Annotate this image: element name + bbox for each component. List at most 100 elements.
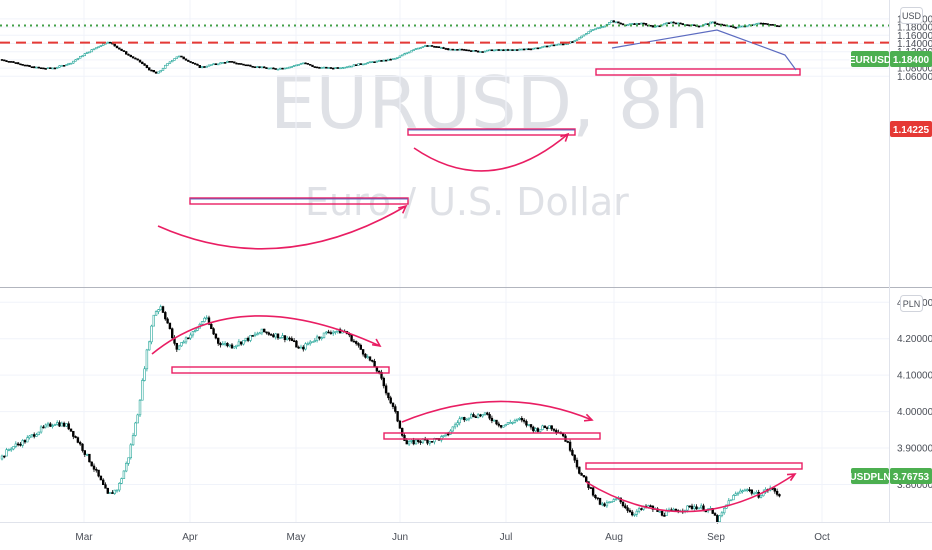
usdpln-candle	[240, 341, 243, 346]
candle-body	[49, 67, 52, 69]
usdpln-candle	[497, 421, 500, 428]
usdpln-candle	[182, 340, 185, 344]
candle-body	[171, 328, 174, 339]
eurusd-candle	[325, 66, 328, 69]
candle-body	[674, 508, 678, 511]
usdpln-candle	[212, 327, 215, 336]
candle-body	[442, 47, 445, 49]
candle-body	[437, 46, 441, 49]
candle-body	[260, 66, 264, 69]
candle-body	[311, 341, 314, 343]
candle-body	[575, 38, 579, 41]
eurusd-candle	[35, 66, 38, 69]
usdpln-candle	[279, 337, 282, 339]
candle-body	[440, 47, 443, 49]
price-tick-bottom-2: 4.10000	[897, 371, 932, 382]
usdpln-candle	[474, 415, 477, 418]
candle-body	[83, 450, 87, 455]
annotations	[151, 29, 803, 513]
candle-body	[108, 41, 112, 44]
eurusd-candle	[486, 49, 489, 52]
candle-body	[598, 497, 602, 505]
usdpln-candle	[228, 344, 231, 348]
eurusd-candle	[449, 48, 452, 51]
eurusd-candle	[292, 65, 296, 67]
candle-body	[506, 422, 510, 425]
usdpln-candle	[419, 439, 422, 445]
candle-body	[525, 48, 528, 51]
eurusd-candle	[727, 25, 731, 28]
eurusd-candle	[357, 63, 360, 66]
eurusd-candle	[366, 62, 369, 65]
candle-body	[99, 45, 103, 47]
usdpln-candle	[127, 457, 130, 466]
eurusd-candle	[223, 62, 227, 64]
time-axis[interactable]: Mar Apr May Jun Jul Aug Sep Oct	[75, 532, 830, 543]
eurusd-candle	[23, 64, 27, 67]
eurusd-candle	[511, 49, 514, 51]
eurusd-candle	[157, 71, 160, 74]
candle-body	[486, 412, 489, 415]
eurusd-candle	[686, 24, 689, 26]
candle-body	[534, 47, 537, 50]
candle-body	[318, 67, 321, 69]
eurusd-candle	[106, 41, 110, 44]
usdpln-candle	[442, 435, 445, 438]
eurusd-candle	[76, 57, 80, 61]
usdpln-candle	[265, 331, 268, 335]
candle-body	[414, 48, 418, 50]
candle-body	[260, 328, 264, 334]
eurusd-candle	[260, 66, 264, 69]
candle-body	[221, 343, 224, 346]
candle-body	[28, 435, 31, 439]
candle-body	[492, 49, 496, 52]
candle-body	[527, 48, 530, 51]
eurusd-candle	[359, 63, 362, 65]
candle-body	[129, 444, 132, 459]
candle-body	[741, 490, 744, 493]
eurusd-candle	[672, 21, 675, 24]
usdpln-candle	[352, 338, 356, 343]
candle-body	[85, 51, 89, 54]
candle-body	[74, 59, 77, 62]
eurusd-candle	[410, 50, 413, 53]
eurusd-candle	[226, 60, 229, 63]
candle-body	[125, 463, 128, 472]
candle-body	[256, 333, 259, 336]
usdpln-candle	[306, 341, 310, 346]
candle-body	[642, 22, 645, 25]
candle-body	[525, 421, 528, 426]
candle-body	[97, 469, 100, 477]
candle-body	[148, 67, 151, 71]
candle-body	[350, 65, 353, 68]
candle-body	[665, 22, 668, 25]
usdpln-candle	[269, 333, 273, 336]
eurusd-candle	[285, 67, 289, 70]
candle-body	[559, 43, 563, 46]
candle-body	[269, 67, 273, 70]
candle-body	[210, 323, 213, 330]
eurusd-candle	[612, 20, 616, 23]
usdpln-candle	[614, 498, 618, 501]
eurusd-candle	[642, 22, 645, 25]
currency-badge-usd[interactable]: USD	[900, 7, 923, 24]
candle-body	[764, 23, 767, 25]
candle-body	[716, 23, 719, 25]
candle-body	[187, 337, 190, 340]
time-tick-jun: Jun	[392, 532, 408, 543]
usdpln-candle	[414, 439, 418, 445]
candle-body	[99, 475, 103, 481]
candle-body	[394, 57, 397, 60]
candle-body	[16, 62, 20, 65]
candle-body	[729, 499, 733, 502]
candle-body	[138, 399, 142, 416]
candle-body	[736, 26, 740, 29]
candle-body	[610, 501, 613, 503]
currency-badge-pln[interactable]: PLN	[900, 295, 923, 312]
price-axes[interactable]: 1.200001.180001.160001.140001.120001.100…	[897, 14, 932, 491]
eurusd-candle	[621, 23, 625, 26]
eurusd-candle	[258, 66, 261, 69]
usdpln-candle	[361, 349, 365, 357]
candle-body	[122, 470, 126, 479]
